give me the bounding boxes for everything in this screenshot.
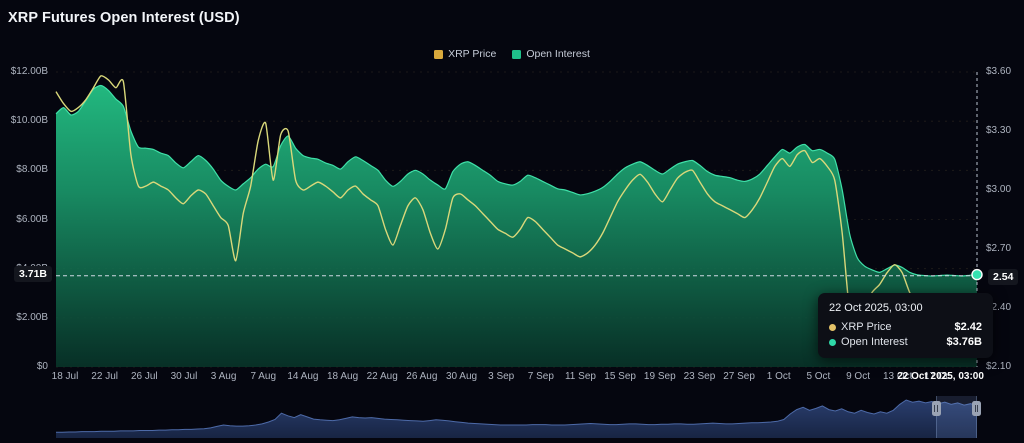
open-interest-area: [56, 85, 977, 367]
legend-swatch-icon: [434, 49, 444, 59]
tooltip-series-name: XRP Price: [841, 321, 892, 333]
x-axis-tick: 17 Oc: [924, 371, 951, 382]
x-axis-tick: 9 Oct: [846, 371, 870, 382]
x-axis-tick: 15 Sep: [604, 371, 636, 382]
y-axis-right-tick: $2.40: [986, 302, 1012, 313]
y-axis-right-tick: $2.70: [986, 243, 1012, 254]
legend-label: Open Interest: [526, 48, 590, 60]
open-interest-endpoint-dot: [971, 268, 983, 281]
legend-item-open-interest[interactable]: Open Interest: [512, 48, 590, 60]
y-axis-right-tick: $3.60: [986, 66, 1012, 77]
navigator-area: [56, 400, 977, 438]
x-axis-tick: 22 Jul: [91, 371, 118, 382]
x-axis-current-label: 22 Oct 2025, 03:00: [897, 371, 984, 382]
legend-label: XRP Price: [448, 48, 497, 60]
plot-area[interactable]: [55, 71, 983, 368]
navigator-handle-right[interactable]: [971, 401, 981, 416]
x-axis-tick: 13 Oct: [882, 371, 913, 382]
x-axis-tick: 19 Sep: [643, 371, 676, 382]
tooltip-dot-icon: [829, 338, 836, 346]
tooltip-dot-icon: [829, 323, 836, 331]
x-axis: 18 Jul 22 Jul 26 Jul 30 Jul 3 Aug 7 Aug 14 Aug…: [0, 371, 1024, 387]
page-title: XRP Futures Open Interest (USD): [8, 10, 240, 26]
tooltip-row-open-interest: Open Interest $3.76B: [829, 336, 982, 348]
y-axis-left-tick: $0: [36, 361, 48, 372]
navigator-line: [56, 399, 977, 433]
tooltip-series-name: Open Interest: [841, 336, 908, 348]
legend-swatch-icon: [512, 49, 522, 59]
x-axis-tick: 18 Aug: [326, 371, 359, 382]
xrp-price-value-badge: 2.54: [988, 269, 1019, 285]
navigator-brush-window[interactable]: [931, 396, 981, 438]
y-axis-right-tick: $3.00: [986, 184, 1012, 195]
x-axis-tick: 7 Sep: [527, 371, 554, 382]
chart-legend: XRP Price Open Interest: [0, 48, 1024, 60]
x-axis-tick: 5 Oct: [806, 371, 831, 382]
y-axis-right-tick: $2.10: [986, 361, 1012, 372]
x-axis-tick: 11 Sep: [564, 371, 596, 382]
open-interest-value-badge: 3.71B: [14, 266, 53, 282]
x-axis-tick: 26 Aug: [406, 371, 438, 382]
tooltip-date: 22 Oct 2025, 03:00: [829, 302, 923, 314]
tooltip-row-xrp-price: XRP Price $2.42: [829, 321, 982, 333]
chart-tooltip: 22 Oct 2025, 03:00 XRP Price $2.42 Open …: [818, 293, 993, 358]
x-axis-tick: 3 Sep: [488, 371, 515, 382]
tooltip-series-value: $2.42: [954, 321, 982, 333]
x-axis-tick: 7 Aug: [250, 371, 277, 382]
y-axis-left-tick: $8.00B: [16, 164, 48, 176]
x-axis-tick: 3 Aug: [210, 371, 237, 382]
navigator-handle-left[interactable]: [931, 401, 941, 416]
legend-item-xrp-price[interactable]: XRP Price: [434, 48, 496, 60]
x-axis-tick: 27 Sep: [723, 371, 755, 382]
y-axis-left-tick: $12.00B: [10, 66, 48, 77]
x-axis-tick: 30 Jul: [170, 371, 198, 382]
y-axis-left-tick: $2.00B: [16, 311, 48, 323]
tooltip-series-value: $3.76B: [946, 336, 982, 348]
range-navigator[interactable]: [56, 396, 981, 438]
xrp-price-line: [55, 75, 978, 325]
x-axis-tick: 23 Sep: [683, 371, 716, 382]
x-axis-tick: 22 Aug: [366, 371, 398, 382]
x-axis-tick: 30 Aug: [445, 371, 478, 382]
x-axis-tick: 1 Oct: [766, 371, 791, 382]
x-axis-tick: 18 Jul: [51, 371, 79, 382]
y-axis-left-tick: $6.00B: [16, 213, 48, 225]
y-axis-left-tick: $10.00B: [10, 115, 48, 127]
y-axis-right-tick: $3.30: [986, 125, 1012, 136]
x-axis-tick: 26 Jul: [130, 371, 158, 382]
x-axis-tick: 14 Aug: [287, 371, 319, 382]
open-interest-line: [55, 84, 978, 277]
